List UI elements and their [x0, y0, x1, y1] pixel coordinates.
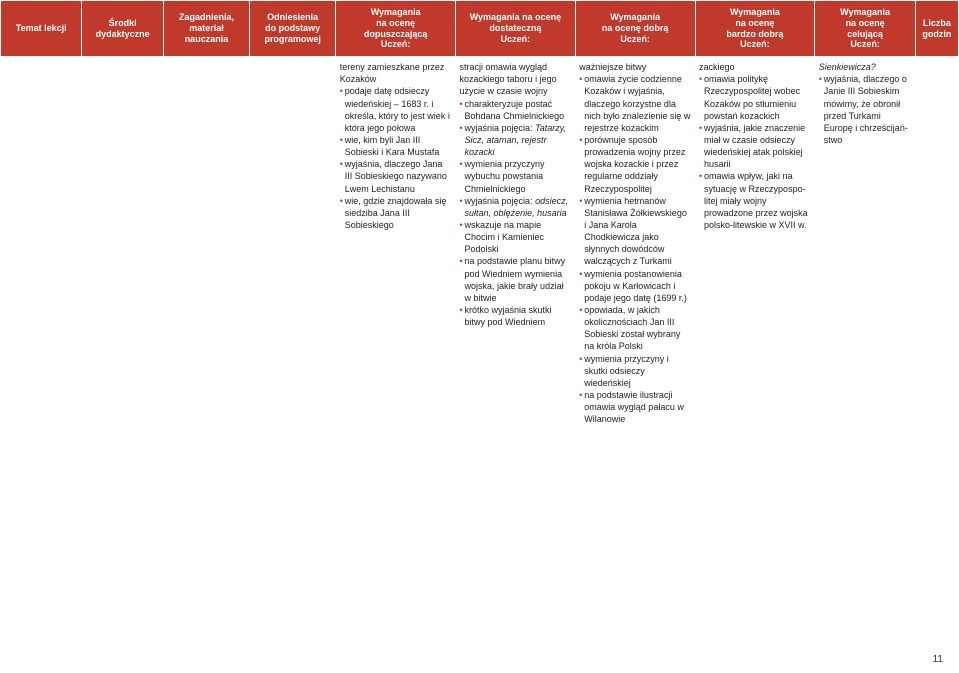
cell-bdobra: zackiegoomawia politykę Rzeczypospolitej…: [695, 57, 815, 430]
cell-text: wyjaśnia, dlaczego o Janie III Sobieskim…: [819, 73, 912, 146]
cell-celujaca: Sienkiewicza?wyjaśnia, dlaczego o Janie …: [815, 57, 916, 430]
cell-text: wymienia przyczyny i skutki odsieczy wie…: [579, 353, 691, 389]
content-row: tereny zamieszkane przez Kozakówpodaje d…: [1, 57, 959, 430]
cell-godzin: [915, 57, 958, 430]
header-row: Temat lekcji Środkidydaktyczne Zagadnien…: [1, 1, 959, 57]
header-temat: Temat lekcji: [1, 1, 82, 57]
cell-text: tereny zamieszkane przez Kozaków: [340, 61, 452, 85]
cell-srodki: [82, 57, 163, 430]
cell-text: wymienia postanowienia pokoju w Karłowic…: [579, 268, 691, 304]
cell-text: omawia wpływ, jaki na sytuację w Rzeczyp…: [699, 170, 811, 231]
cell-zagadnienia: [163, 57, 249, 430]
cell-temat: [1, 57, 82, 430]
header-celujaca: Wymaganiana ocenęcelującąUczeń:: [815, 1, 916, 57]
cell-odniesienia: [250, 57, 336, 430]
cell-text: wskazuje na mapie Chocim i Kamieniec Pod…: [460, 219, 572, 255]
cell-text: charakteryzuje postać Bohdana Chmielnick…: [460, 98, 572, 122]
cell-text: wie, gdzie znajdowała się siedziba Jana …: [340, 195, 452, 231]
cell-text: omawia politykę Rzeczypospolitej wobec K…: [699, 73, 811, 122]
cell-text: wyjaśnia, jakie znaczenie miał w czasie …: [699, 122, 811, 171]
cell-dobra: ważniejsze bitwyomawia życie codzienne K…: [575, 57, 695, 430]
cell-text: wyjaśnia pojęcia: odsiecz, sułtan, oblęż…: [460, 195, 572, 219]
header-dobra: Wymaganiana ocenę dobrąUczeń:: [575, 1, 695, 57]
header-srodki: Środkidydaktyczne: [82, 1, 163, 57]
cell-text: wymienia przyczyny wybuchu powstania Chm…: [460, 158, 572, 194]
cell-text: wymienia hetmanów Stanisława Żółkiewskie…: [579, 195, 691, 268]
cell-text: wyjaśnia pojęcia: Tatarzy, Sicz, ataman,…: [460, 122, 572, 158]
cell-text: wyjaśnia, dlaczego Jana III Sobieskiego …: [340, 158, 452, 194]
page-number: 11: [933, 654, 943, 665]
curriculum-table: Temat lekcji Środkidydaktyczne Zagadnien…: [0, 0, 959, 429]
cell-text: wie, kim byli Jan III Sobieski i Kara Mu…: [340, 134, 452, 158]
cell-text: na podstawie planu bitwy pod Wiedniem wy…: [460, 255, 572, 304]
cell-text: opowiada, w jakich okolicznościach Jan I…: [579, 304, 691, 353]
header-odniesienia: Odniesieniado podstawyprogramowej: [250, 1, 336, 57]
cell-text: podaje datę odsieczy wiedeńskiej – 1683 …: [340, 85, 452, 134]
header-dostateczna: Wymagania na ocenędostatecznąUczeń:: [456, 1, 576, 57]
cell-text: krótko wyjaśnia skutki bitwy pod Wiednie…: [460, 304, 572, 328]
cell-dopuszczajaca: tereny zamieszkane przez Kozakówpodaje d…: [336, 57, 456, 430]
cell-text: na podstawie ilustracji omawia wygląd pa…: [579, 389, 691, 425]
header-dopuszczajaca: Wymaganiana ocenędopuszczającąUczeń:: [336, 1, 456, 57]
cell-text: ważniejsze bitwy: [579, 61, 691, 73]
cell-text: Sienkiewicza?: [819, 61, 912, 73]
cell-text: zackiego: [699, 61, 811, 73]
header-godzin: Liczbagodzin: [915, 1, 958, 57]
header-bdobra: Wymaganiana ocenębardzo dobrąUczeń:: [695, 1, 815, 57]
cell-text: stracji omawia wygląd kozackiego taboru …: [460, 61, 572, 97]
header-zagadnienia: Zagadnienia,materiałnauczania: [163, 1, 249, 57]
cell-dostateczna: stracji omawia wygląd kozackiego taboru …: [456, 57, 576, 430]
cell-text: omawia życie codzienne Kozaków i wyjaśni…: [579, 73, 691, 134]
cell-text: porównuje sposób prowadzenia wojny przez…: [579, 134, 691, 195]
